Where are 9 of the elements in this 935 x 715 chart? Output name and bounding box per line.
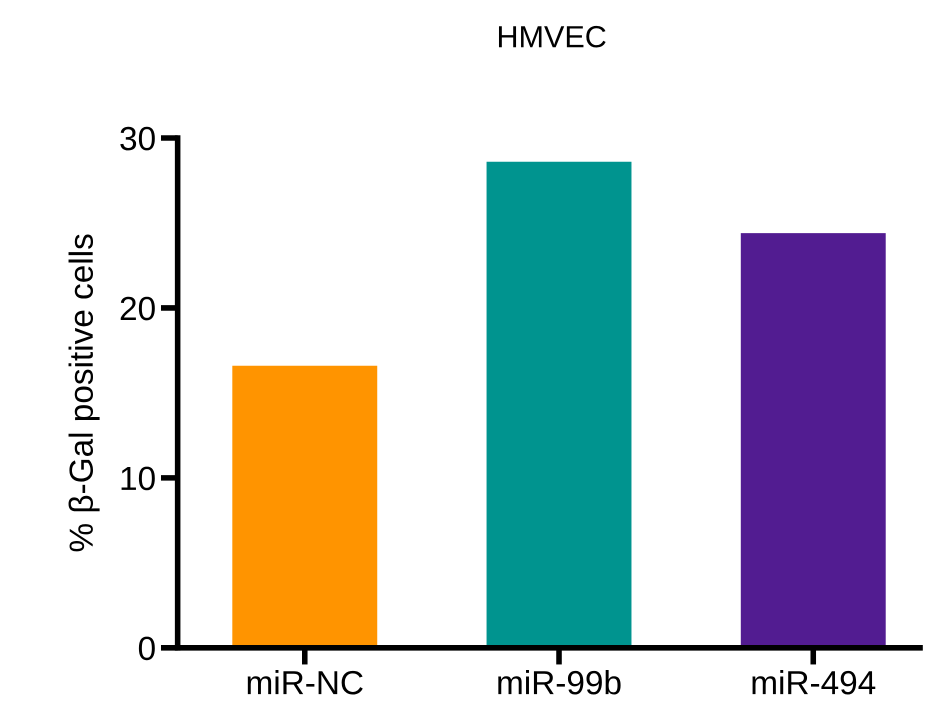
y-tick-label: 20 xyxy=(120,296,155,320)
y-axis-title: % β-Gal positive cells xyxy=(68,234,100,552)
x-tick-label: miR-99b xyxy=(498,670,621,694)
chart-title: HMVEC xyxy=(498,26,606,48)
x-tick-label: miR-494 xyxy=(752,670,876,694)
y-tick-label: 30 xyxy=(120,126,155,150)
y-tick-label: 10 xyxy=(122,466,155,490)
x-tick-label: miR-NC xyxy=(248,670,363,694)
y-tick-label: 0 xyxy=(138,636,155,660)
